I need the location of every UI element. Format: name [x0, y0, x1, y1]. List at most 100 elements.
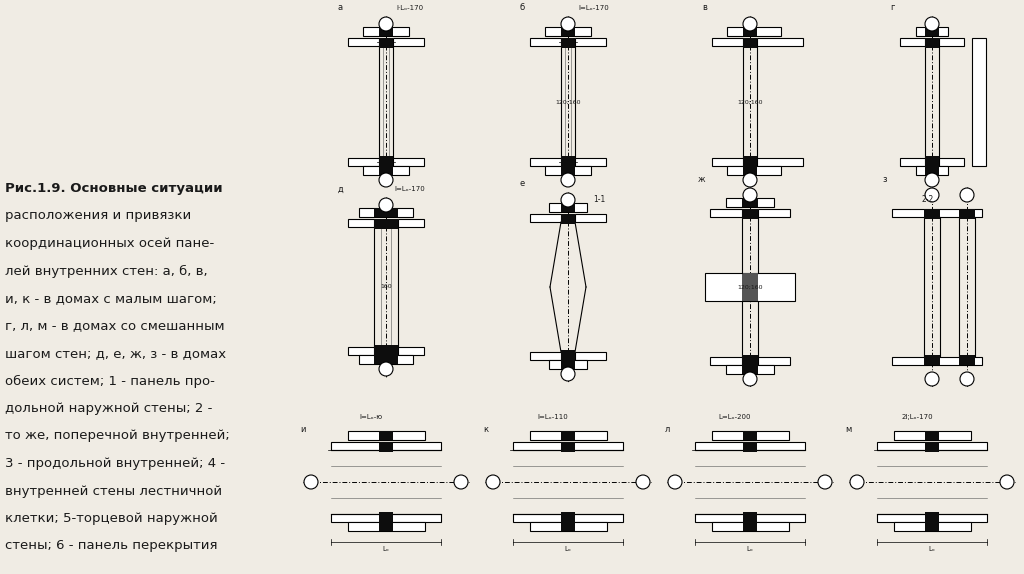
- Bar: [925, 38, 939, 48]
- Bar: [924, 355, 940, 365]
- Bar: [575, 352, 606, 360]
- Bar: [712, 522, 788, 531]
- Bar: [742, 365, 758, 374]
- Bar: [916, 166, 948, 175]
- Text: дольной наружной стены; 2 -: дольной наружной стены; 2 -: [5, 402, 212, 415]
- Bar: [900, 158, 925, 166]
- Bar: [743, 27, 757, 36]
- Bar: [925, 522, 939, 531]
- Text: внутренней стены лестничной: внутренней стены лестничной: [5, 484, 222, 498]
- Text: 2l;Lₒ-170: 2l;Lₒ-170: [901, 414, 933, 420]
- Circle shape: [961, 372, 974, 386]
- Bar: [727, 27, 781, 36]
- Text: ж: ж: [697, 174, 705, 184]
- Bar: [561, 214, 575, 224]
- Bar: [743, 166, 757, 175]
- Bar: [561, 431, 575, 440]
- Circle shape: [486, 475, 500, 489]
- Text: координационных осей пане-: координационных осей пане-: [5, 237, 214, 250]
- Bar: [726, 365, 774, 374]
- Text: д: д: [337, 184, 343, 193]
- Bar: [575, 158, 606, 166]
- Bar: [379, 156, 393, 166]
- Bar: [393, 158, 424, 166]
- Text: г: г: [891, 3, 895, 13]
- Bar: [925, 512, 939, 522]
- Circle shape: [668, 475, 682, 489]
- Bar: [743, 431, 757, 440]
- Bar: [710, 209, 742, 217]
- Bar: [331, 514, 441, 522]
- Bar: [364, 166, 409, 175]
- Text: клетки; 5-торцевой наружной: клетки; 5-торцевой наружной: [5, 512, 218, 525]
- Bar: [892, 209, 982, 217]
- Bar: [743, 512, 757, 522]
- Text: 1-1: 1-1: [593, 196, 605, 204]
- Circle shape: [379, 173, 393, 187]
- Bar: [347, 431, 425, 440]
- Bar: [695, 442, 805, 450]
- Bar: [379, 512, 393, 522]
- Bar: [925, 442, 939, 452]
- Text: и, к - в домах с малым шагом;: и, к - в домах с малым шагом;: [5, 292, 217, 305]
- Bar: [513, 442, 623, 450]
- Bar: [695, 514, 805, 522]
- Bar: [712, 38, 743, 46]
- Bar: [364, 27, 409, 36]
- Bar: [575, 214, 606, 222]
- Bar: [379, 38, 393, 48]
- Bar: [757, 38, 803, 46]
- Circle shape: [925, 188, 939, 202]
- Bar: [530, 38, 561, 46]
- Text: лей внутренних стен: а, б, в,: лей внутренних стен: а, б, в,: [5, 265, 208, 278]
- Circle shape: [925, 17, 939, 31]
- Bar: [561, 38, 575, 48]
- Text: Lₒ: Lₒ: [383, 546, 389, 552]
- Bar: [939, 38, 964, 46]
- Bar: [530, 158, 561, 166]
- Text: Lₒ: Lₒ: [929, 546, 936, 552]
- Bar: [398, 347, 424, 355]
- Circle shape: [743, 173, 757, 187]
- Circle shape: [743, 188, 757, 202]
- Text: в: в: [702, 3, 707, 13]
- Text: l=Lₒ-ю: l=Lₒ-ю: [359, 414, 383, 420]
- Bar: [549, 203, 587, 212]
- Bar: [712, 158, 743, 166]
- Bar: [959, 209, 975, 219]
- Bar: [742, 198, 758, 207]
- Circle shape: [850, 475, 864, 489]
- Text: 120;160: 120;160: [737, 99, 763, 104]
- Text: г, л, м - в домах со смешанным: г, л, м - в домах со смешанным: [5, 320, 224, 332]
- Bar: [561, 166, 575, 175]
- Bar: [359, 208, 413, 217]
- Bar: [347, 522, 425, 531]
- Text: l=Lₒ-170: l=Lₒ-170: [578, 5, 608, 11]
- Circle shape: [379, 17, 393, 31]
- Bar: [925, 156, 939, 166]
- Text: то же, поперечной внутренней;: то же, поперечной внутренней;: [5, 429, 229, 443]
- Bar: [925, 27, 939, 36]
- Text: шагом стен; д, е, ж, з - в домах: шагом стен; д, е, ж, з - в домах: [5, 347, 226, 360]
- Bar: [743, 442, 757, 452]
- Text: l=Lₒ-170: l=Lₒ-170: [394, 186, 425, 192]
- Bar: [743, 522, 757, 531]
- Bar: [348, 158, 379, 166]
- Bar: [743, 156, 757, 166]
- Bar: [374, 219, 398, 229]
- Circle shape: [561, 17, 575, 31]
- Bar: [379, 442, 393, 452]
- Bar: [742, 209, 758, 219]
- Text: б: б: [520, 3, 525, 13]
- Bar: [561, 442, 575, 452]
- Bar: [331, 442, 441, 450]
- Bar: [513, 514, 623, 522]
- Bar: [972, 38, 986, 166]
- Bar: [379, 27, 393, 36]
- Bar: [348, 38, 379, 46]
- Bar: [529, 431, 606, 440]
- Text: и: и: [301, 425, 306, 435]
- Bar: [925, 166, 939, 175]
- Circle shape: [636, 475, 650, 489]
- Circle shape: [454, 475, 468, 489]
